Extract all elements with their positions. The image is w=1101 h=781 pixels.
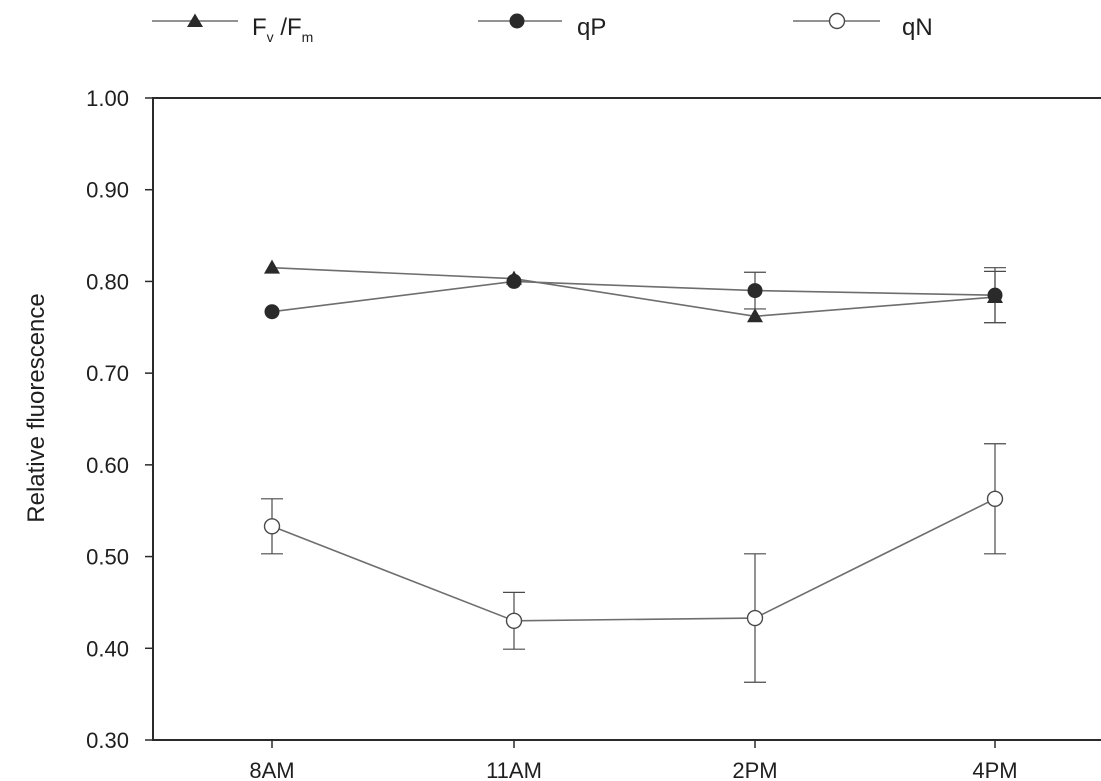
legend-item-qp: qP — [478, 13, 606, 41]
y-tick-label: 1.00 — [86, 86, 129, 111]
legend-open-circle-marker — [828, 12, 846, 30]
y-tick-label: 0.30 — [86, 728, 129, 753]
data-point-open-circle — [263, 518, 281, 535]
y-tick-label: 0.90 — [86, 178, 129, 203]
legend-label-qn: qN — [902, 14, 933, 41]
data-point-filled-circle — [747, 283, 763, 299]
y-axis: 0.30 0.40 0.50 0.60 0.70 0.80 0.90 1.00 — [86, 86, 153, 753]
series-qp — [264, 267, 1006, 324]
x-tick-label: 2PM — [732, 758, 777, 781]
series-line — [271, 266, 996, 318]
data-point-filled-circle — [987, 287, 1003, 303]
data-point-open-circle — [505, 612, 523, 629]
y-tick-label: 0.80 — [86, 269, 129, 294]
legend: Fv /Fm qP qN — [152, 12, 933, 45]
legend-triangle-marker — [187, 13, 203, 27]
y-tick-label: 0.50 — [86, 545, 129, 570]
data-point-open-circle — [746, 609, 764, 627]
y-tick-label: 0.60 — [86, 453, 129, 478]
data-point-filled-circle — [506, 273, 522, 289]
legend-item-fvfm: Fv /Fm — [152, 13, 313, 45]
data-point-open-circle — [986, 490, 1004, 507]
series-line — [271, 280, 996, 313]
x-axis: 8AM 11AM 2PM 4PM — [249, 740, 1018, 781]
legend-filled-circle-marker — [509, 13, 525, 29]
legend-label-fvfm: Fv /Fm — [252, 14, 313, 45]
y-axis-title: Relative fluorescence — [23, 293, 50, 522]
x-tick-label: 8AM — [249, 758, 294, 781]
y-tick-label: 0.70 — [86, 361, 129, 386]
plot-frame — [152, 97, 1101, 741]
data-point-filled-circle — [264, 304, 280, 320]
x-tick-label: 4PM — [972, 758, 1017, 781]
x-tick-label: 11AM — [486, 758, 542, 781]
data-point-triangle — [264, 259, 280, 274]
series-line — [271, 498, 996, 622]
data-point-triangle — [747, 308, 763, 323]
y-tick-label: 0.40 — [86, 636, 129, 661]
legend-label-qp: qP — [577, 14, 606, 41]
series-fvfm — [264, 259, 1006, 324]
series-layer — [261, 259, 1006, 683]
series-qn — [261, 443, 1006, 683]
legend-item-qn: qN — [793, 12, 933, 41]
